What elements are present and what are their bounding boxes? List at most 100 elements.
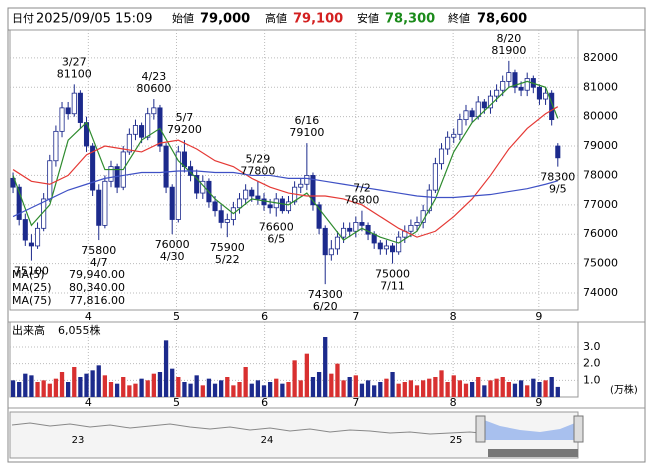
- volume-bar: [316, 372, 322, 397]
- candle-body: [328, 248, 334, 256]
- x-tick-label: 4: [85, 396, 92, 409]
- candle-body: [506, 72, 512, 82]
- moving-average-line: [12, 170, 558, 218]
- volume-bar: [463, 383, 469, 397]
- candle-body: [451, 133, 457, 138]
- navigator-scrollbar[interactable]: [488, 449, 578, 457]
- volume-bar: [78, 377, 83, 397]
- close-value: 78,600: [477, 12, 527, 27]
- volume-bar: [23, 373, 28, 397]
- volume-bar: [359, 383, 365, 397]
- candle-body: [145, 113, 151, 138]
- annotation-value: 75800: [81, 244, 116, 257]
- volume-bar: [35, 382, 40, 397]
- candle-body: [71, 92, 77, 115]
- annotation-date: 6/16: [295, 114, 320, 127]
- annotation-value: 76000: [155, 238, 190, 251]
- candle-body: [549, 92, 555, 121]
- navigator-handle-right[interactable]: [573, 415, 584, 443]
- volume-bar: [451, 375, 456, 397]
- y-tick-label: 82000: [583, 51, 618, 64]
- volume-bar: [402, 382, 407, 397]
- candle-body: [243, 189, 249, 200]
- datetime: 2025/09/05 15:09: [36, 12, 153, 27]
- annotation-date: 7/2: [353, 182, 371, 195]
- candle-body: [432, 163, 438, 191]
- x-tick-label: 6: [261, 396, 268, 409]
- candle-body: [157, 107, 163, 147]
- candle-body: [334, 236, 340, 250]
- annotation-value: 76600: [259, 221, 294, 234]
- volume-bar: [341, 380, 346, 397]
- candle-body: [175, 151, 181, 220]
- candle-body: [487, 95, 494, 109]
- volume-bar: [457, 380, 463, 397]
- candle-body: [218, 210, 224, 223]
- candle-body: [512, 72, 518, 88]
- x-tick-label: 9: [535, 396, 542, 409]
- candle-body: [261, 198, 267, 206]
- volume-bar: [66, 382, 71, 397]
- y-tick-label: 80000: [583, 110, 618, 123]
- navigator-handle-left[interactable]: [475, 415, 486, 443]
- candle-body: [108, 166, 114, 182]
- legend-value: 79,940.00: [69, 268, 125, 281]
- navigator-label: 23: [72, 435, 85, 446]
- volume-bar: [304, 353, 309, 397]
- volume-bar: [482, 385, 487, 397]
- volume-bar: [310, 377, 316, 397]
- candle-body: [524, 78, 530, 91]
- volume-bar: [298, 380, 303, 397]
- candle-body: [47, 160, 53, 200]
- candle-body: [536, 86, 542, 100]
- volume-bar: [335, 363, 340, 397]
- volume-bar: [323, 337, 328, 397]
- volume-bar: [261, 385, 267, 397]
- volume-bar: [274, 378, 279, 397]
- candle-body: [139, 125, 145, 138]
- candle-body: [555, 145, 561, 159]
- annotation-value: 79100: [289, 126, 324, 139]
- volume-bar: [157, 372, 163, 397]
- navigator-label: 24: [261, 435, 274, 446]
- volume-bar: [200, 385, 205, 397]
- candle-body: [267, 204, 273, 209]
- volume-bar: [225, 377, 230, 397]
- volume-bar: [353, 375, 358, 397]
- volume-bar: [549, 377, 554, 397]
- annotation-value: 80600: [136, 82, 171, 95]
- volume-bar: [249, 383, 254, 397]
- candle-body: [169, 186, 175, 220]
- volume-bar: [439, 370, 444, 397]
- annotation-date: 6/20: [313, 300, 338, 313]
- annotation-date: 3/27: [62, 55, 87, 68]
- x-tick-label: 9: [535, 310, 542, 323]
- candle-body: [212, 201, 218, 212]
- volume-bar: [212, 383, 218, 397]
- volume-bar: [378, 382, 383, 397]
- candle-body: [383, 245, 389, 250]
- open-label: 始値: [172, 11, 194, 25]
- close-label: 終値: [448, 11, 470, 25]
- candle-body: [365, 224, 371, 235]
- x-tick-label: 8: [450, 396, 457, 409]
- legend-value: 77,816.00: [69, 294, 125, 307]
- volume-bar: [41, 380, 46, 397]
- volume-bar: [267, 382, 273, 397]
- x-tick-label: 7: [352, 396, 359, 409]
- candle-body: [126, 133, 132, 153]
- candle-body: [481, 101, 487, 109]
- annotation-date: 4/23: [141, 70, 166, 83]
- annotation-value: 81900: [491, 44, 526, 57]
- volume-bar: [476, 377, 481, 397]
- moving-average-line: [12, 106, 559, 238]
- volume-bar: [219, 380, 224, 397]
- candle-body: [65, 107, 71, 115]
- annotation-date: 5/22: [215, 253, 240, 266]
- volume-bar: [280, 383, 285, 397]
- volume-bar: [543, 380, 548, 397]
- candle-body: [408, 224, 414, 232]
- volume-bar: [347, 377, 352, 397]
- volume-bar: [286, 382, 291, 397]
